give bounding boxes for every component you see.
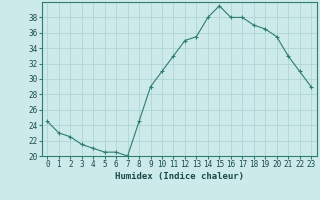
- X-axis label: Humidex (Indice chaleur): Humidex (Indice chaleur): [115, 172, 244, 181]
